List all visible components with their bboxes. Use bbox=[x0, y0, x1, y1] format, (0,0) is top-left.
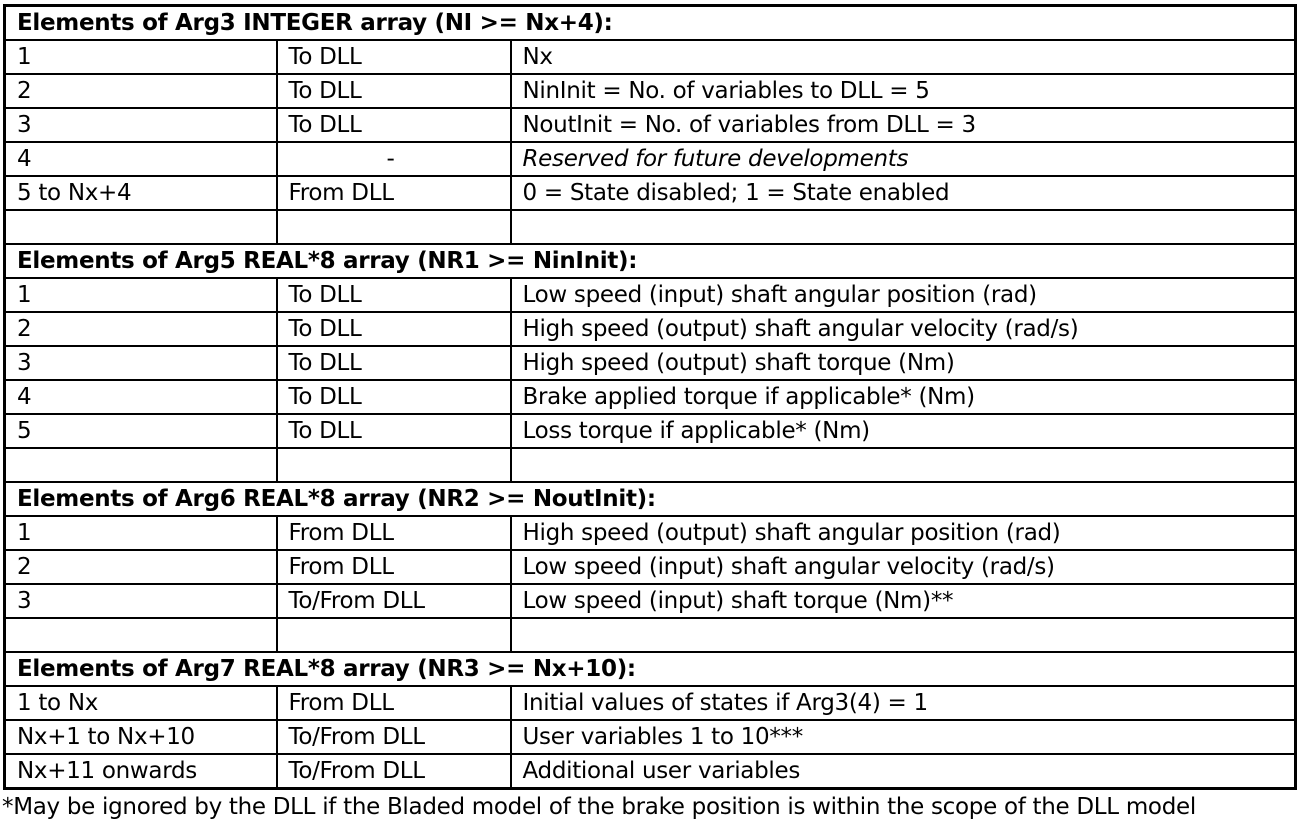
direction-cell: From DLL bbox=[275, 685, 512, 721]
dll-interface-table: Elements of Arg3 INTEGER array (NI >= Nx… bbox=[3, 4, 1298, 790]
element-cell: 1 bbox=[3, 39, 278, 75]
description-cell: Initial values of states if Arg3(4) = 1 bbox=[509, 685, 1297, 721]
description-cell: NoutInit = No. of variables from DLL = 3 bbox=[509, 107, 1297, 143]
table-row: 2 To DLL NinInit = No. of variables to D… bbox=[3, 73, 1297, 109]
table-row: 3 To/From DLL Low speed (input) shaft to… bbox=[3, 583, 1297, 619]
element-cell: 2 bbox=[3, 311, 278, 347]
footnote-partial: *May be ignored by the DLL if the Bladed… bbox=[2, 794, 1196, 820]
description-cell: High speed (output) shaft angular veloci… bbox=[509, 311, 1297, 347]
direction-cell: To DLL bbox=[275, 413, 512, 449]
section-header-row: Elements of Arg3 INTEGER array (NI >= Nx… bbox=[3, 4, 1297, 41]
description-cell: 0 = State disabled; 1 = State enabled bbox=[509, 175, 1297, 211]
table-row: 5 to Nx+4 From DLL 0 = State disabled; 1… bbox=[3, 175, 1297, 211]
direction-cell: - bbox=[275, 141, 512, 177]
description-cell: User variables 1 to 10*** bbox=[509, 719, 1297, 755]
direction-cell: To/From DLL bbox=[275, 753, 512, 790]
section-header-row: Elements of Arg7 REAL*8 array (NR3 >= Nx… bbox=[3, 651, 1297, 687]
element-cell: 1 bbox=[3, 277, 278, 313]
table-row: 4 - Reserved for future developments bbox=[3, 141, 1297, 177]
table-row: 3 To DLL NoutInit = No. of variables fro… bbox=[3, 107, 1297, 143]
direction-cell: To DLL bbox=[275, 311, 512, 347]
table-row: 1 To DLL Nx bbox=[3, 39, 1297, 75]
element-cell: 2 bbox=[3, 549, 278, 585]
element-cell: Nx+1 to Nx+10 bbox=[3, 719, 278, 755]
table-row: 1 to Nx From DLL Initial values of state… bbox=[3, 685, 1297, 721]
description-cell: Low speed (input) shaft angular position… bbox=[509, 277, 1297, 313]
blank-row bbox=[3, 617, 1297, 653]
table-row: 2 From DLL Low speed (input) shaft angul… bbox=[3, 549, 1297, 585]
element-cell: Nx+11 onwards bbox=[3, 753, 278, 790]
description-cell: Loss torque if applicable* (Nm) bbox=[509, 413, 1297, 449]
section-title-arg3: Elements of Arg3 INTEGER array (NI >= Nx… bbox=[3, 4, 1297, 41]
table-row: 2 To DLL High speed (output) shaft angul… bbox=[3, 311, 1297, 347]
section-title-arg7: Elements of Arg7 REAL*8 array (NR3 >= Nx… bbox=[3, 651, 1297, 687]
element-cell: 3 bbox=[3, 107, 278, 143]
table-row: Nx+11 onwards To/From DLL Additional use… bbox=[3, 753, 1297, 790]
section-title-arg5: Elements of Arg5 REAL*8 array (NR1 >= Ni… bbox=[3, 243, 1297, 279]
direction-cell: To/From DLL bbox=[275, 583, 512, 619]
description-cell: Brake applied torque if applicable* (Nm) bbox=[509, 379, 1297, 415]
table-body: Elements of Arg3 INTEGER array (NI >= Nx… bbox=[3, 4, 1297, 790]
blank-cell bbox=[275, 617, 512, 653]
description-cell: Additional user variables bbox=[509, 753, 1297, 790]
blank-cell bbox=[3, 209, 278, 245]
direction-cell: To DLL bbox=[275, 39, 512, 75]
direction-cell: From DLL bbox=[275, 549, 512, 585]
blank-cell bbox=[3, 617, 278, 653]
description-cell: Reserved for future developments bbox=[509, 141, 1297, 177]
element-cell: 3 bbox=[3, 583, 278, 619]
description-cell: High speed (output) shaft angular positi… bbox=[509, 515, 1297, 551]
table-row: Nx+1 to Nx+10 To/From DLL User variables… bbox=[3, 719, 1297, 755]
direction-cell: To DLL bbox=[275, 379, 512, 415]
table-row: 1 To DLL Low speed (input) shaft angular… bbox=[3, 277, 1297, 313]
element-cell: 4 bbox=[3, 379, 278, 415]
section-header-row: Elements of Arg5 REAL*8 array (NR1 >= Ni… bbox=[3, 243, 1297, 279]
description-cell: Low speed (input) shaft angular velocity… bbox=[509, 549, 1297, 585]
table-row: 4 To DLL Brake applied torque if applica… bbox=[3, 379, 1297, 415]
blank-cell bbox=[509, 447, 1297, 483]
direction-cell: To DLL bbox=[275, 277, 512, 313]
element-cell: 5 to Nx+4 bbox=[3, 175, 278, 211]
blank-cell bbox=[275, 447, 512, 483]
blank-row bbox=[3, 447, 1297, 483]
direction-cell: To DLL bbox=[275, 73, 512, 109]
table-row: 1 From DLL High speed (output) shaft ang… bbox=[3, 515, 1297, 551]
description-cell: NinInit = No. of variables to DLL = 5 bbox=[509, 73, 1297, 109]
description-cell: High speed (output) shaft torque (Nm) bbox=[509, 345, 1297, 381]
blank-cell bbox=[275, 209, 512, 245]
direction-cell: To DLL bbox=[275, 107, 512, 143]
element-cell: 2 bbox=[3, 73, 278, 109]
blank-cell bbox=[509, 617, 1297, 653]
direction-cell: To/From DLL bbox=[275, 719, 512, 755]
blank-cell bbox=[509, 209, 1297, 245]
section-title-arg6: Elements of Arg6 REAL*8 array (NR2 >= No… bbox=[3, 481, 1297, 517]
direction-cell: From DLL bbox=[275, 175, 512, 211]
blank-row bbox=[3, 209, 1297, 245]
direction-cell: To DLL bbox=[275, 345, 512, 381]
element-cell: 3 bbox=[3, 345, 278, 381]
direction-cell: From DLL bbox=[275, 515, 512, 551]
description-cell: Low speed (input) shaft torque (Nm)** bbox=[509, 583, 1297, 619]
element-cell: 1 bbox=[3, 515, 278, 551]
element-cell: 1 to Nx bbox=[3, 685, 278, 721]
section-header-row: Elements of Arg6 REAL*8 array (NR2 >= No… bbox=[3, 481, 1297, 517]
blank-cell bbox=[3, 447, 278, 483]
element-cell: 4 bbox=[3, 141, 278, 177]
element-cell: 5 bbox=[3, 413, 278, 449]
table-row: 3 To DLL High speed (output) shaft torqu… bbox=[3, 345, 1297, 381]
table-row: 5 To DLL Loss torque if applicable* (Nm) bbox=[3, 413, 1297, 449]
description-cell: Nx bbox=[509, 39, 1297, 75]
